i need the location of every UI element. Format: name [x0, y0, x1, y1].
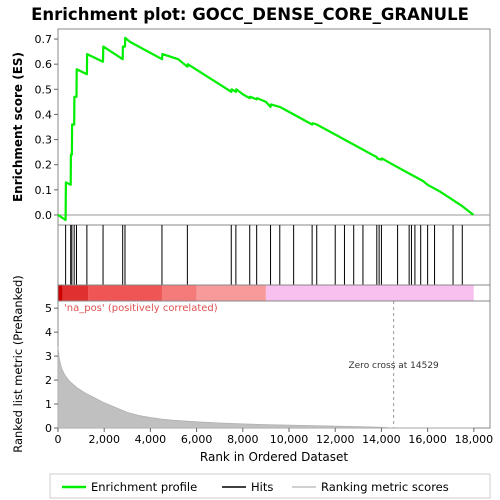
x-tick-label: 8,000	[227, 433, 259, 446]
positive-correlation-label: 'na_pos' (positively correlated)	[64, 303, 218, 314]
enrichment-profile-line	[57, 36, 475, 222]
es-y-tick-label: 0.7	[35, 33, 53, 46]
es-y-tick-label: 0.0	[35, 209, 53, 222]
ranking-metric-area	[57, 346, 474, 429]
x-tick-label: 6,000	[181, 433, 213, 446]
es-y-axis: 0.0 0.1 0.2 0.3 0.4 0.5 0.6 0.7	[35, 33, 58, 222]
x-axis-label: Rank in Ordered Dataset	[200, 450, 348, 464]
legend-label: Hits	[251, 480, 273, 494]
correlation-bar-segment	[473, 285, 490, 301]
metric-y-tick-label: 5	[45, 302, 52, 315]
metric-y-tick-label: 0	[45, 422, 52, 435]
es-y-tick-label: 0.2	[35, 159, 53, 172]
metric-y-axis: 0 1 2 3 4 5	[45, 302, 58, 435]
es-y-tick-label: 0.1	[35, 184, 53, 197]
es-y-tick-label: 0.4	[35, 108, 53, 121]
es-axis-label: Enrichment score (ES)	[11, 52, 25, 202]
x-tick-label: 4,000	[135, 433, 167, 446]
es-y-tick-label: 0.6	[35, 58, 53, 71]
correlation-bar-segment	[161, 285, 197, 301]
x-tick-label: 16,000	[408, 433, 447, 446]
legend-label: Ranking metric scores	[321, 480, 449, 494]
legend-label: Enrichment profile	[91, 480, 197, 494]
correlation-bar-segment	[58, 285, 63, 301]
chart-title: Enrichment plot: GOCC_DENSE_CORE_GRANULE	[31, 5, 469, 24]
zero-cross-label: Zero cross at 14529	[348, 361, 439, 371]
metric-y-tick-label: 3	[45, 350, 52, 363]
hits-panel-frame	[57, 224, 491, 286]
enrichment-profile-series	[57, 36, 475, 222]
correlation-bar-segment	[88, 285, 162, 301]
metric-y-tick-label: 4	[45, 326, 52, 339]
ranking-metric-series	[57, 346, 474, 429]
metric-axis-label: Ranked list metric (PreRanked)	[11, 275, 25, 453]
zero-cross-marker: Zero cross at 14529	[348, 301, 439, 428]
es-y-tick-label: 0.5	[35, 83, 53, 96]
legend-box	[49, 473, 491, 499]
x-tick-label: 0	[55, 433, 62, 446]
correlation-bar-segment	[265, 285, 474, 301]
x-tick-label: 2,000	[88, 433, 120, 446]
rank-x-axis: 0 2,000 4,000 6,000 8,000 10,000 12,000 14,000 1…	[55, 428, 494, 446]
x-tick-label: 12,000	[316, 433, 355, 446]
x-tick-label: 14,000	[362, 433, 401, 446]
metric-y-tick-label: 1	[45, 398, 52, 411]
hits-panel	[65, 225, 463, 285]
x-tick-label: 18,000	[455, 433, 494, 446]
correlation-bar	[58, 285, 490, 301]
correlation-bar-segment	[196, 285, 266, 301]
correlation-bar-segment	[62, 285, 89, 301]
metric-y-tick-label: 2	[45, 374, 52, 387]
es-y-tick-label: 0.3	[35, 134, 53, 147]
x-tick-label: 10,000	[270, 433, 309, 446]
legend: Enrichment profile Hits Ranking metric sco…	[62, 480, 449, 494]
